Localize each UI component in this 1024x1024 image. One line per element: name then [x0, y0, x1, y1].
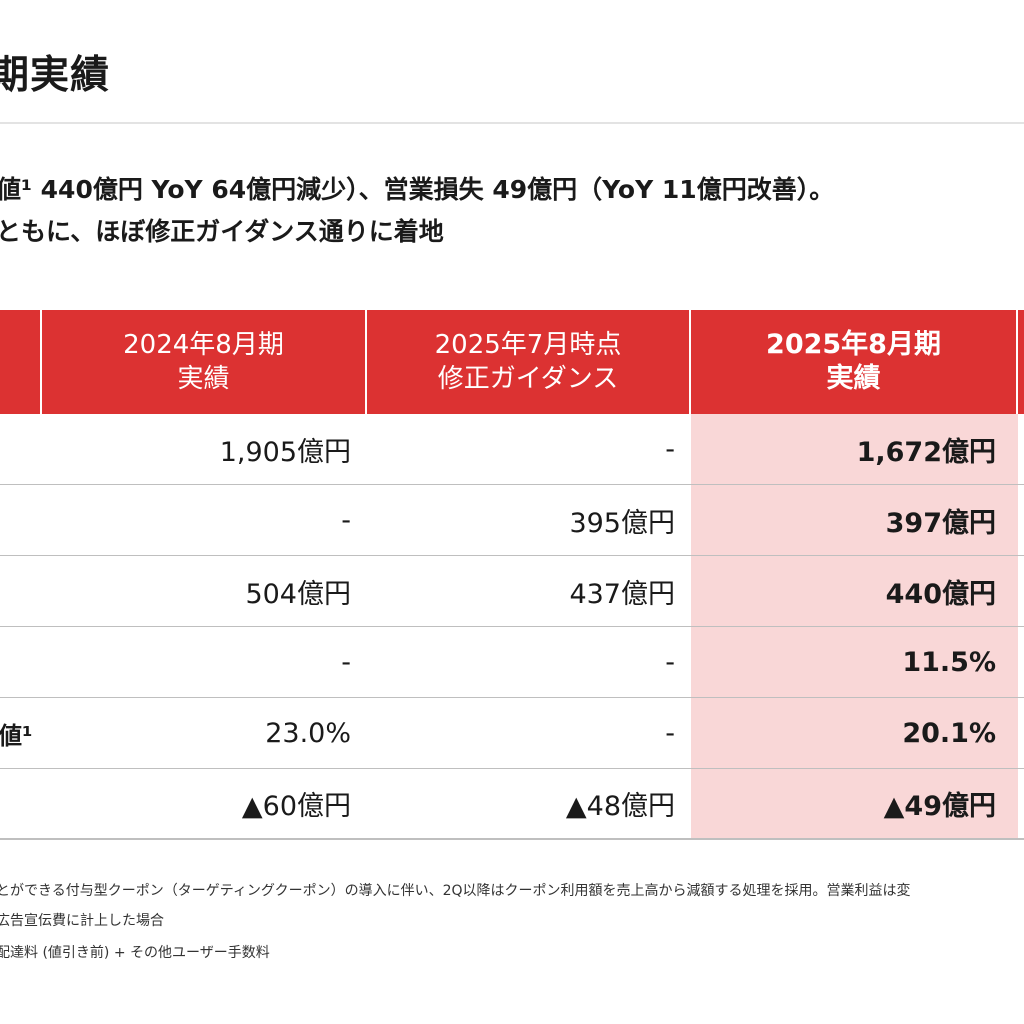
header-cell-label: [0, 310, 42, 414]
row-label: [0, 769, 42, 838]
cell-guidance: -: [665, 646, 675, 678]
cell-next: [1018, 556, 1024, 626]
cell-fy2024: -: [341, 504, 351, 536]
summary-line-2: ともに、ほぼ修正ガイダンス通りに着地: [0, 217, 444, 246]
cell-guidance: -: [665, 717, 675, 749]
cell-next: [1018, 627, 1024, 697]
financial-results-table: 2024年8月期 実績 2025年7月時点 修正ガイダンス 2025年8月期 実…: [0, 310, 1024, 840]
cell-next: [1018, 414, 1024, 484]
cell-fy2025: 397億円: [691, 485, 1018, 555]
footnote-1: とができる付与型クーポン（ターゲティングクーポン）の導入に伴い、2Q以降はクーポ…: [0, 883, 911, 899]
table-row: - - 11.5%: [0, 627, 1024, 698]
table-row: 1,905億円 - 1,672億円: [0, 414, 1024, 485]
header-cell-next: [1018, 310, 1024, 414]
header-cell-fy2025-actual: 2025年8月期 実績: [691, 310, 1018, 414]
cell-fy2025: 440億円: [691, 556, 1018, 626]
header-line: 2024年8月期: [123, 330, 284, 360]
cell-fy2024: 504億円: [245, 578, 351, 610]
cell-guidance: -: [665, 433, 675, 465]
row-label: [0, 414, 42, 484]
row-label: [0, 556, 42, 626]
table-row: 504億円 437億円 440億円: [0, 556, 1024, 627]
cell-fy2025: 20.1%: [691, 698, 1018, 768]
row-label: [0, 485, 42, 555]
cell-guidance: ▲48億円: [565, 791, 675, 822]
header-line: 修正ガイダンス: [437, 364, 619, 394]
cell-guidance: 437億円: [569, 578, 675, 610]
cell-guidance: 395億円: [569, 507, 675, 539]
cell-fy2025: 11.5%: [691, 627, 1018, 697]
cell-fy2024: 23.0%: [265, 717, 351, 749]
cell-next: [1018, 698, 1024, 768]
cell-fy2024: 1,905億円: [219, 436, 351, 468]
cell-next: [1018, 769, 1024, 838]
cell-next: [1018, 485, 1024, 555]
header-cell-revised-guidance: 2025年7月時点 修正ガイダンス: [367, 310, 691, 414]
cell-fy2024: -: [341, 646, 351, 678]
header-line: 実績: [177, 364, 230, 394]
cell-fy2024: ▲60億円: [241, 791, 351, 822]
title-divider: [0, 122, 1024, 124]
header-cell-fy2024-actual: 2024年8月期 実績: [42, 310, 367, 414]
summary-line-1: 値¹ 440億円 YoY 64億円減少）、営業損失 49億円（YoY 11億円改…: [0, 175, 835, 204]
footnote-2: 広告宣伝費に計上した場合: [0, 913, 164, 929]
header-line: 2025年7月時点: [434, 330, 622, 360]
table-row: - 395億円 397億円: [0, 485, 1024, 556]
row-label: 値¹: [0, 721, 33, 750]
page-title: 期実績: [0, 53, 111, 98]
table-row: ▲60億円 ▲48億円 ▲49億円: [0, 769, 1024, 840]
header-line: 2025年8月期: [766, 329, 941, 360]
footnote-3: 配達料 (値引き前) + その他ユーザー手数料: [0, 945, 270, 961]
cell-fy2025: ▲49億円: [691, 769, 1018, 838]
header-line: 実績: [826, 363, 881, 394]
table-row: 値¹ 23.0% - 20.1%: [0, 698, 1024, 769]
cell-fy2025: 1,672億円: [691, 414, 1018, 484]
table-header-row: 2024年8月期 実績 2025年7月時点 修正ガイダンス 2025年8月期 実…: [0, 310, 1024, 414]
row-label: [0, 627, 42, 697]
